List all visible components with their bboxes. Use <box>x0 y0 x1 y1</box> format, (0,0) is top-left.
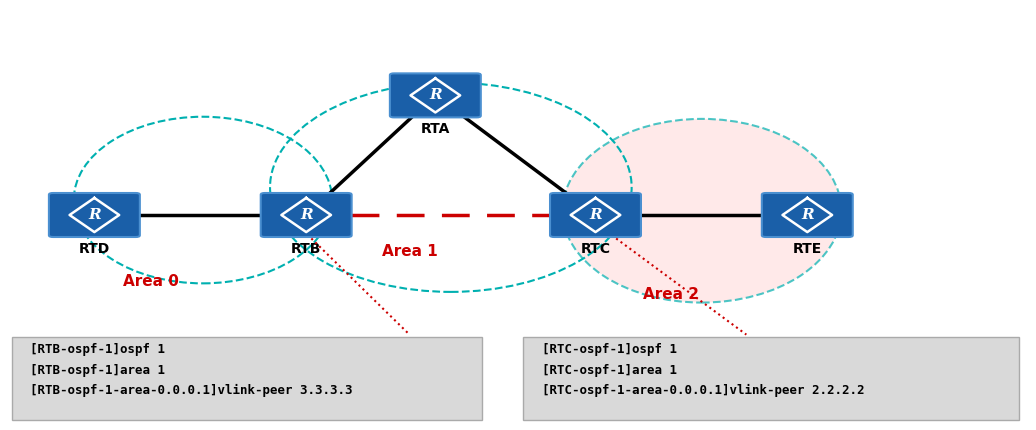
Text: R: R <box>801 208 813 222</box>
Text: R: R <box>299 208 313 222</box>
FancyBboxPatch shape <box>523 337 1019 420</box>
Text: Area 0: Area 0 <box>123 274 179 289</box>
Ellipse shape <box>563 119 841 303</box>
Text: [RTC-ospf-1]ospf 1
[RTC-ospf-1]area 1
[RTC-ospf-1-area-0.0.0.1]vlink-peer 2.2.2.: [RTC-ospf-1]ospf 1 [RTC-ospf-1]area 1 [R… <box>542 343 864 397</box>
Text: Area 2: Area 2 <box>643 286 699 301</box>
Text: R: R <box>589 208 602 222</box>
Text: RTE: RTE <box>793 242 822 256</box>
Text: RTC: RTC <box>580 242 610 256</box>
FancyBboxPatch shape <box>550 193 641 237</box>
Text: Area 1: Area 1 <box>381 244 437 259</box>
FancyBboxPatch shape <box>49 193 140 237</box>
Text: RTA: RTA <box>421 122 450 136</box>
Text: R: R <box>429 89 441 102</box>
Text: RTD: RTD <box>79 242 110 256</box>
Text: [RTB-ospf-1]ospf 1
[RTB-ospf-1]area 1
[RTB-ospf-1-area-0.0.0.1]vlink-peer 3.3.3.: [RTB-ospf-1]ospf 1 [RTB-ospf-1]area 1 [R… <box>30 343 353 397</box>
Text: RTB: RTB <box>291 242 321 256</box>
FancyBboxPatch shape <box>761 193 853 237</box>
Text: R: R <box>88 208 100 222</box>
FancyBboxPatch shape <box>390 74 481 117</box>
FancyBboxPatch shape <box>11 337 482 420</box>
FancyBboxPatch shape <box>261 193 351 237</box>
